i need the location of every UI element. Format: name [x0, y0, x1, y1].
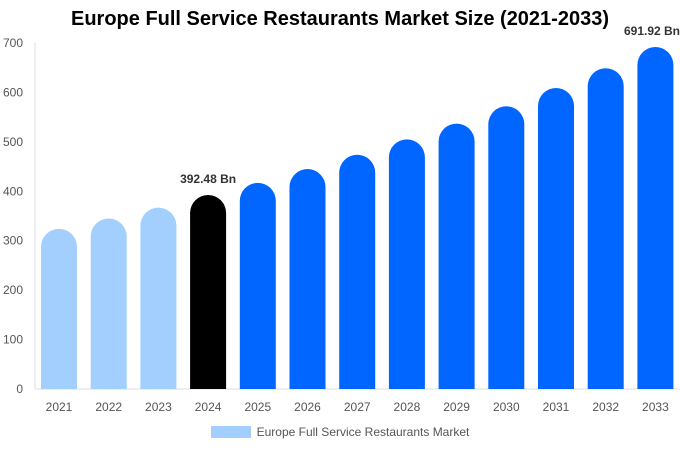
- y-tick-label: 600: [3, 85, 23, 99]
- x-tick-label: 2023: [145, 400, 172, 414]
- bar-2032: [587, 68, 624, 390]
- bar-2024: [190, 195, 227, 389]
- y-tick-label: 700: [3, 36, 23, 50]
- bar-2026: [289, 169, 326, 389]
- y-tick-label: 300: [3, 234, 23, 248]
- bar-2023: [140, 207, 177, 389]
- bar-2021: [41, 228, 77, 389]
- chart-title: Europe Full Service Restaurants Market S…: [70, 8, 609, 30]
- x-tick-label: 2024: [195, 400, 222, 414]
- legend-label: Europe Full Service Restaurants Market: [256, 425, 470, 439]
- bar-2025: [239, 182, 276, 389]
- x-tick-label: 2033: [642, 400, 669, 414]
- x-tick-label: 2030: [493, 400, 520, 414]
- x-tick-label: 2026: [294, 400, 321, 414]
- legend-swatch: [210, 426, 251, 438]
- x-tick-label: 2029: [443, 400, 470, 414]
- x-tick-label: 2025: [244, 400, 271, 414]
- bar-2029: [438, 123, 475, 389]
- y-tick-label: 100: [3, 333, 23, 347]
- x-tick-label: 2021: [46, 400, 73, 414]
- bar-2033: [637, 46, 674, 389]
- y-tick-label: 0: [16, 382, 23, 396]
- x-tick-label: 2031: [543, 400, 570, 414]
- legend: Europe Full Service Restaurants Market: [0, 425, 680, 439]
- x-tick-label: 2028: [394, 400, 421, 414]
- bar-2027: [339, 154, 376, 389]
- y-tick-label: 400: [3, 184, 23, 198]
- x-tick-label: 2032: [592, 400, 619, 414]
- bar-2030: [488, 106, 525, 390]
- x-tick-label: 2022: [95, 400, 122, 414]
- bar-2022: [90, 218, 127, 389]
- data-label: 392.48 Bn: [180, 172, 236, 186]
- bar-2028: [388, 139, 425, 389]
- x-tick-label: 2027: [344, 400, 371, 414]
- data-label: 691.92 Bn: [624, 24, 680, 38]
- bar-2031: [538, 87, 574, 389]
- y-tick-label: 500: [3, 135, 23, 149]
- y-tick-label: 200: [3, 283, 23, 297]
